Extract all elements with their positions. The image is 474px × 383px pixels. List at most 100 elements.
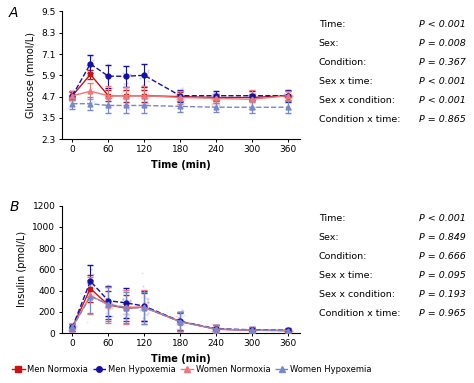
Point [144,90,151,97]
Text: Condition x time:: Condition x time: [319,115,400,124]
Point [83,280,91,286]
Point [70,324,78,330]
Point [125,105,132,111]
Text: Sex:: Sex: [319,39,339,48]
Point [141,294,149,300]
Point [103,93,110,99]
Point [102,72,110,78]
Point [86,298,93,304]
Point [144,301,152,307]
Text: P < 0.001: P < 0.001 [419,77,466,86]
Point [142,311,149,317]
Point [103,88,110,95]
Point [126,90,133,97]
Point [215,327,223,333]
Point [137,75,144,81]
Point [281,92,289,98]
Point [108,85,116,92]
Point [213,327,221,333]
Point [69,94,77,100]
Point [213,327,221,334]
Point [85,281,93,287]
Point [106,315,113,321]
Point [85,69,92,75]
Point [209,333,216,339]
Point [177,100,185,106]
Point [103,300,111,306]
Point [124,95,131,101]
Point [71,93,78,100]
Point [89,289,96,295]
Point [211,327,219,334]
Point [124,312,131,318]
Point [173,313,180,319]
Point [250,326,258,332]
Point [284,328,292,334]
Point [283,327,290,333]
Point [83,67,91,73]
Point [85,70,93,76]
Point [208,96,216,102]
Point [283,92,291,98]
Point [248,92,256,98]
Point [124,311,131,317]
Point [67,101,74,107]
Point [89,291,97,297]
Point [86,283,93,289]
Point [247,92,255,98]
Point [73,91,80,97]
Point [88,85,96,91]
Point [281,328,288,334]
Point [247,103,255,110]
Point [173,318,181,324]
Point [84,290,92,296]
Point [126,71,133,77]
Point [143,100,151,106]
Point [250,96,257,102]
Point [83,319,91,325]
Point [126,298,133,304]
Point [247,329,255,335]
Point [121,314,129,320]
Point [174,321,182,327]
Text: P = 0.865: P = 0.865 [419,115,466,124]
Y-axis label: Insulin (pmol/L): Insulin (pmol/L) [17,231,27,308]
Point [213,97,221,103]
Point [105,313,112,319]
Point [280,327,288,334]
Point [142,299,150,305]
Point [174,314,182,320]
Point [288,93,296,99]
Point [213,331,220,337]
Point [283,92,290,98]
Point [90,293,97,299]
Point [178,313,186,319]
Point [102,106,110,112]
Point [211,92,219,98]
Point [126,300,133,306]
Point [65,93,73,99]
Point [142,90,150,96]
Point [144,69,152,75]
Point [137,87,145,93]
Point [86,277,94,283]
Point [288,95,296,101]
Point [66,321,73,327]
Point [284,95,292,101]
Point [67,95,74,101]
Point [67,93,74,99]
Point [285,106,293,112]
Point [87,102,94,108]
Point [248,326,255,332]
Point [73,323,80,329]
Point [213,94,221,100]
Point [126,106,133,112]
Point [66,88,73,94]
Point [211,326,219,332]
Point [105,302,113,308]
Text: P < 0.001: P < 0.001 [419,96,466,105]
Point [119,96,127,102]
Point [69,101,76,108]
Text: P = 0.849: P = 0.849 [419,233,466,242]
Point [144,299,152,305]
